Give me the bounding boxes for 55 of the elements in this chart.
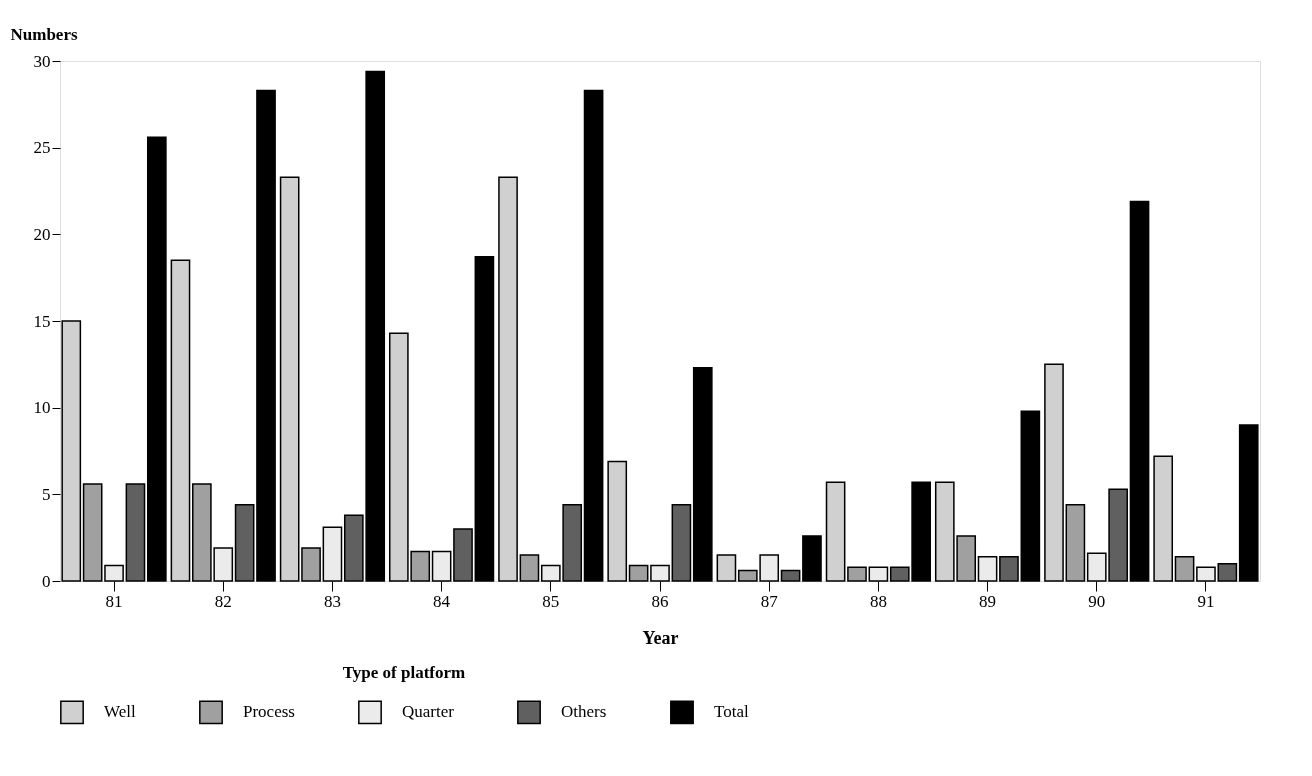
x-tick-label: 91 — [1197, 591, 1215, 611]
x-tick-label: 82 — [214, 591, 232, 611]
bar — [1129, 200, 1150, 582]
bar — [628, 564, 649, 582]
bar — [607, 460, 628, 582]
x-tick-label: 88 — [869, 591, 887, 611]
bar — [256, 89, 276, 582]
bar — [1044, 363, 1064, 582]
legend-label: Others — [561, 702, 607, 722]
y-tick-label: 25 — [33, 138, 51, 158]
bar — [671, 503, 692, 582]
x-tick-label: 87 — [760, 591, 779, 611]
x-tick-label: 90 — [1088, 591, 1106, 611]
bar — [999, 555, 1019, 582]
legend-label: Total — [714, 702, 749, 722]
y-tick-label: 0 — [42, 571, 51, 591]
bar — [279, 176, 300, 582]
bar — [825, 481, 846, 582]
bar — [847, 566, 867, 582]
y-tick-label: 30 — [33, 51, 51, 71]
y-tick-label: 10 — [33, 398, 51, 418]
y-tick-label: 15 — [33, 311, 51, 331]
bar — [301, 547, 321, 582]
y-tick-label: 20 — [33, 224, 51, 244]
bar — [1174, 555, 1195, 582]
bar — [519, 554, 540, 582]
bar — [780, 569, 801, 582]
bar — [125, 483, 146, 582]
legend-label: Process — [243, 702, 295, 722]
x-tick-label: 85 — [542, 591, 560, 611]
x-tick-label: 81 — [105, 591, 123, 611]
bar — [802, 535, 822, 582]
bar — [474, 256, 495, 582]
x-axis-title: Year — [642, 627, 679, 648]
bar — [170, 259, 191, 582]
bar — [1065, 503, 1086, 582]
bar — [1238, 424, 1259, 582]
bar — [1153, 455, 1174, 582]
bar — [692, 367, 713, 582]
legend-label: Quarter — [402, 702, 455, 722]
bar — [1020, 410, 1041, 582]
legend-label: Well — [104, 702, 136, 722]
bar — [146, 136, 167, 582]
bar — [453, 528, 473, 582]
x-tick-label: 89 — [979, 591, 997, 611]
y-tick-label: 5 — [42, 484, 51, 504]
bar — [583, 89, 604, 582]
x-tick-label: 83 — [323, 591, 341, 611]
bar — [234, 503, 255, 582]
y-axis-title: Numbers — [10, 24, 78, 44]
x-tick-label: 84 — [433, 591, 451, 611]
x-tick-label: 86 — [651, 591, 669, 611]
legend-title: Type of platform — [342, 663, 466, 682]
bar — [498, 176, 518, 582]
bar — [716, 554, 737, 582]
